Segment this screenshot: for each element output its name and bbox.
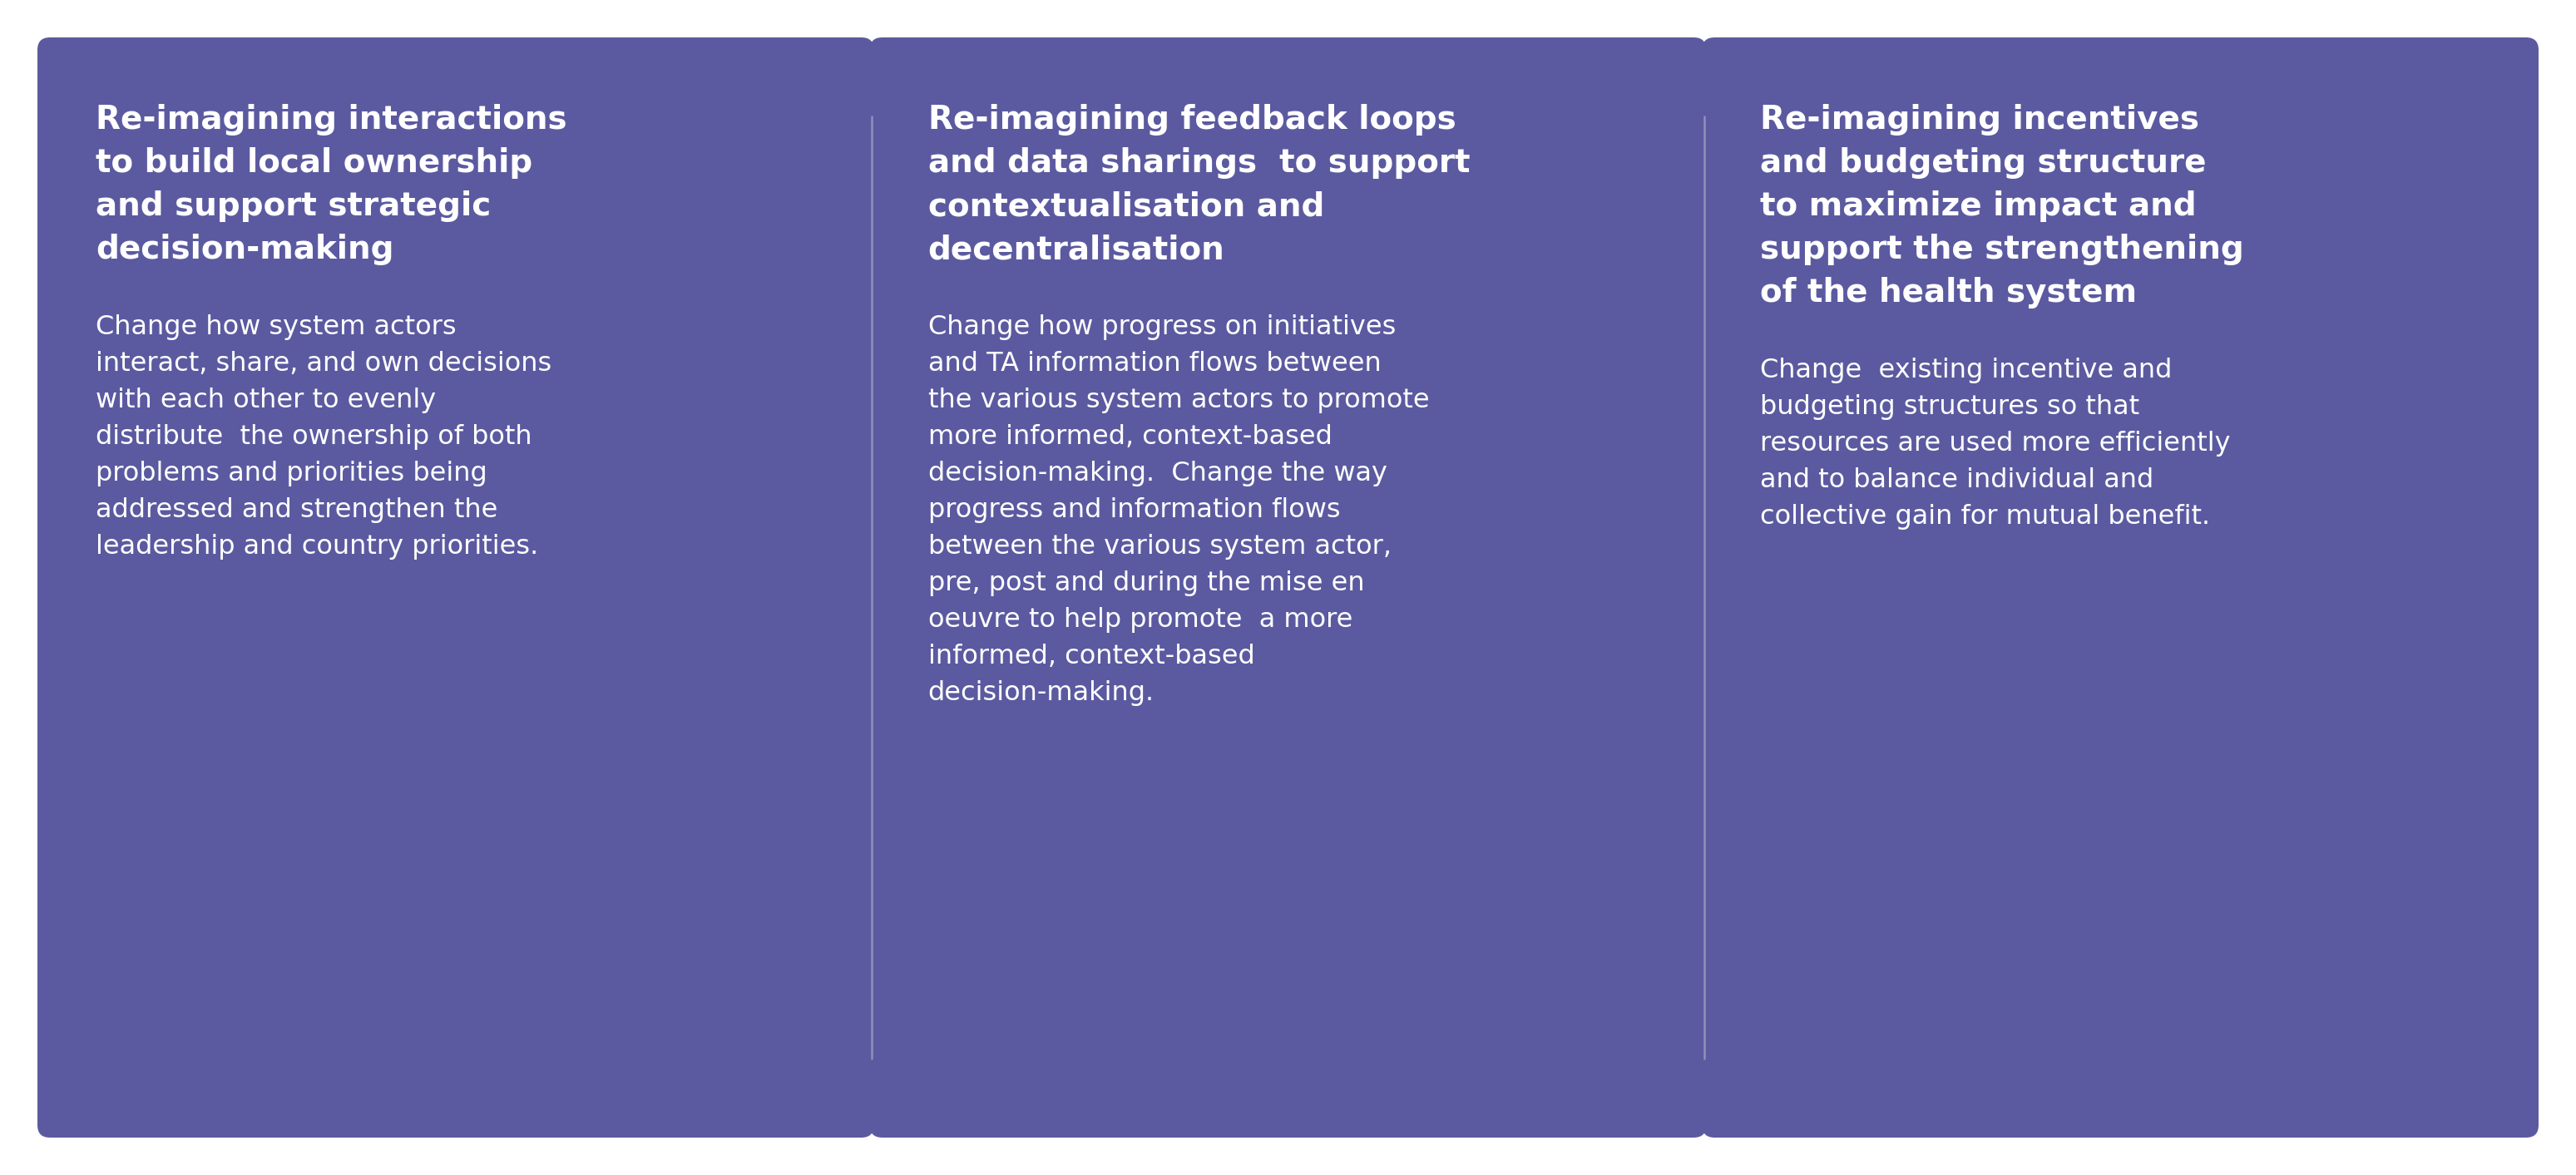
Text: distribute  the ownership of both: distribute the ownership of both (95, 424, 533, 450)
Text: and budgeting structure: and budgeting structure (1759, 147, 2208, 179)
Text: between the various system actor,: between the various system actor, (927, 533, 1391, 559)
Text: to maximize impact and: to maximize impact and (1759, 190, 2197, 222)
Text: pre, post and during the mise en: pre, post and during the mise en (927, 570, 1365, 596)
Text: contextualisation and: contextualisation and (927, 190, 1324, 222)
Text: informed, context-based: informed, context-based (927, 644, 1255, 670)
Text: problems and priorities being: problems and priorities being (95, 461, 487, 486)
Text: oeuvre to help promote  a more: oeuvre to help promote a more (927, 607, 1352, 633)
Text: decentralisation: decentralisation (927, 234, 1224, 266)
Text: decision-making: decision-making (95, 234, 394, 266)
Text: and data sharings  to support: and data sharings to support (927, 147, 1471, 179)
Text: Change how system actors: Change how system actors (95, 315, 456, 340)
Text: budgeting structures so that: budgeting structures so that (1759, 394, 2141, 419)
Text: decision-making.  Change the way: decision-making. Change the way (927, 461, 1386, 486)
Text: resources are used more efficiently: resources are used more efficiently (1759, 431, 2231, 457)
FancyBboxPatch shape (871, 38, 1705, 1137)
Text: interact, share, and own decisions: interact, share, and own decisions (95, 351, 551, 377)
Text: to build local ownership: to build local ownership (95, 147, 533, 179)
Text: and to balance individual and: and to balance individual and (1759, 468, 2154, 493)
Text: the various system actors to promote: the various system actors to promote (927, 388, 1430, 414)
Text: progress and information flows: progress and information flows (927, 497, 1340, 523)
Text: and support strategic: and support strategic (95, 190, 492, 222)
FancyBboxPatch shape (39, 38, 873, 1137)
Text: Change  existing incentive and: Change existing incentive and (1759, 357, 2172, 383)
Text: Re-imagining feedback loops: Re-imagining feedback loops (927, 103, 1455, 135)
Text: more informed, context-based: more informed, context-based (927, 424, 1332, 450)
Text: support the strengthening: support the strengthening (1759, 234, 2244, 266)
Text: Change how progress on initiatives: Change how progress on initiatives (927, 315, 1396, 340)
Text: leadership and country priorities.: leadership and country priorities. (95, 533, 538, 559)
Text: and TA information flows between: and TA information flows between (927, 351, 1381, 377)
FancyBboxPatch shape (1703, 38, 2537, 1137)
Text: Re-imagining incentives: Re-imagining incentives (1759, 103, 2200, 135)
Text: Re-imagining interactions: Re-imagining interactions (95, 103, 567, 135)
Text: addressed and strengthen the: addressed and strengthen the (95, 497, 497, 523)
Text: with each other to evenly: with each other to evenly (95, 388, 435, 414)
Text: collective gain for mutual benefit.: collective gain for mutual benefit. (1759, 504, 2210, 530)
Text: decision-making.: decision-making. (927, 680, 1154, 706)
Text: of the health system: of the health system (1759, 277, 2138, 309)
